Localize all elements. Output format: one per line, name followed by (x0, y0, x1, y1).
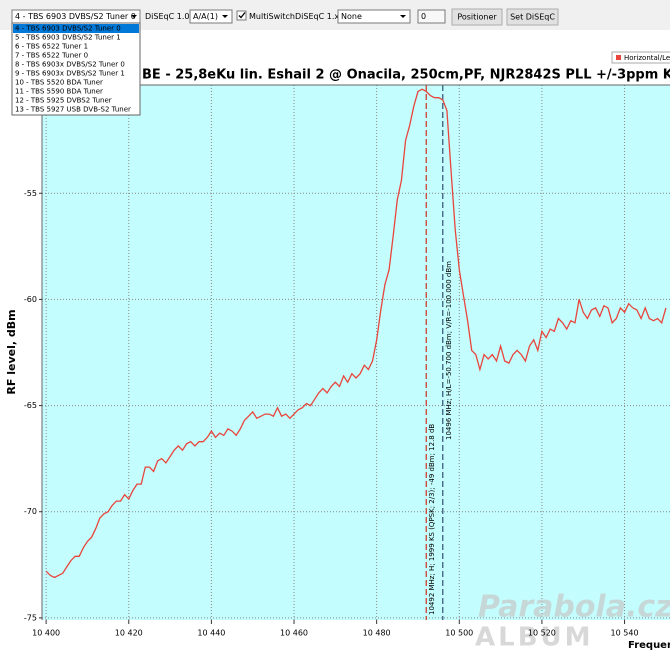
check (238, 12, 246, 19)
dropdown-item[interactable]: 7 - TBS 6522 Tuner 0 (15, 52, 88, 60)
x-tick-label: 10 480 (363, 629, 391, 638)
checkbox-label: MultiSwitch (249, 12, 295, 21)
legend-label: Horizontal/Le (624, 54, 670, 62)
spin-value: 0 (421, 12, 426, 21)
x-tick-label: 10 440 (197, 629, 225, 638)
label: DiSEqC 1.0: (145, 12, 192, 21)
dropdown-list (11, 22, 141, 116)
diseqc1x-select[interactable] (337, 9, 411, 24)
spin[interactable] (417, 9, 446, 24)
watermark: ALBUM (475, 623, 594, 651)
dropdown-item[interactable]: 8 - TBS 6903x DVBS/S2 Tuner 0 (15, 61, 125, 69)
dropdown-item[interactable]: 12 - TBS 5925 DVBS2 Tuner (15, 97, 112, 105)
y-axis-title: RF level, dBm (5, 309, 18, 394)
x-tick-label: 10 420 (115, 629, 143, 638)
dropdown-arrows (131, 15, 406, 18)
tuner-value: 4 - TBS 6903 DVBS/S2 Tuner 0 (15, 12, 136, 21)
label: DiSEqC 1.x: (295, 12, 342, 21)
dropdown-item[interactable]: 11 - TBS 5590 BDA Tuner (15, 88, 103, 96)
x-tick-label: 10 400 (32, 629, 60, 638)
plot-area (42, 85, 670, 620)
legend-box (611, 51, 670, 64)
y-tick-label: -55 (24, 189, 37, 198)
button[interactable] (451, 8, 503, 26)
y-tick-label: -65 (24, 401, 37, 410)
button-label: Positioner (457, 13, 497, 22)
series-line (45, 88, 667, 579)
watermark: Parabola.cz (478, 590, 670, 625)
checkbox[interactable] (236, 10, 247, 21)
select-value: None (341, 12, 362, 21)
x-axis-title: Frequen (628, 640, 670, 650)
x-tick-label: 10 500 (445, 629, 473, 638)
dropdown-item[interactable]: 10 - TBS 5520 BDA Tuner (15, 79, 103, 87)
chart-title: BE - 25,8eKu lin. Eshail 2 @ Onacila, 25… (142, 68, 670, 83)
y-tick-label: -70 (24, 507, 37, 516)
dropdown-item[interactable]: 4 - TBS 6903 DVBS/S2 Tuner 0 (15, 25, 121, 33)
y-tick-label: -60 (24, 295, 37, 304)
button[interactable] (506, 8, 559, 26)
marker-label: 10492 MHz; H; 1999 KS (QPSK; 2/3); -49 d… (428, 424, 436, 615)
dropdown-item[interactable]: 5 - TBS 6903 DVBS/S2 Tuner 1 (15, 34, 121, 42)
dropdown-item[interactable]: 13 - TBS 5927 USB DVB-S2 Tuner (15, 106, 131, 114)
dropdown-item[interactable]: 6 - TBS 6522 Tuner 1 (15, 43, 88, 51)
x-tick-label: 10 520 (528, 629, 556, 638)
dropdown-item[interactable]: 9 - TBS 6903x DVBS/S2 Tuner 1 (15, 70, 125, 78)
marker-label: 10496 MHz; H/L=-50.700 dBm; V/R=-100.000… (445, 261, 453, 440)
diseqc10-select[interactable] (189, 9, 233, 24)
x-tick-label: 10 540 (611, 629, 639, 638)
select-value: A/A(1) (193, 12, 218, 21)
x-tick-label: 10 460 (280, 629, 308, 638)
button-label: Set DiSEqC (510, 13, 555, 22)
y-tick-label: -75 (24, 613, 37, 622)
selected-item (13, 24, 139, 33)
legend-swatch (616, 55, 621, 60)
